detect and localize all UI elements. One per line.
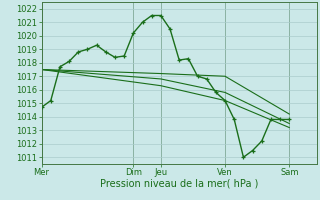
X-axis label: Pression niveau de la mer( hPa ): Pression niveau de la mer( hPa ) xyxy=(100,179,258,189)
